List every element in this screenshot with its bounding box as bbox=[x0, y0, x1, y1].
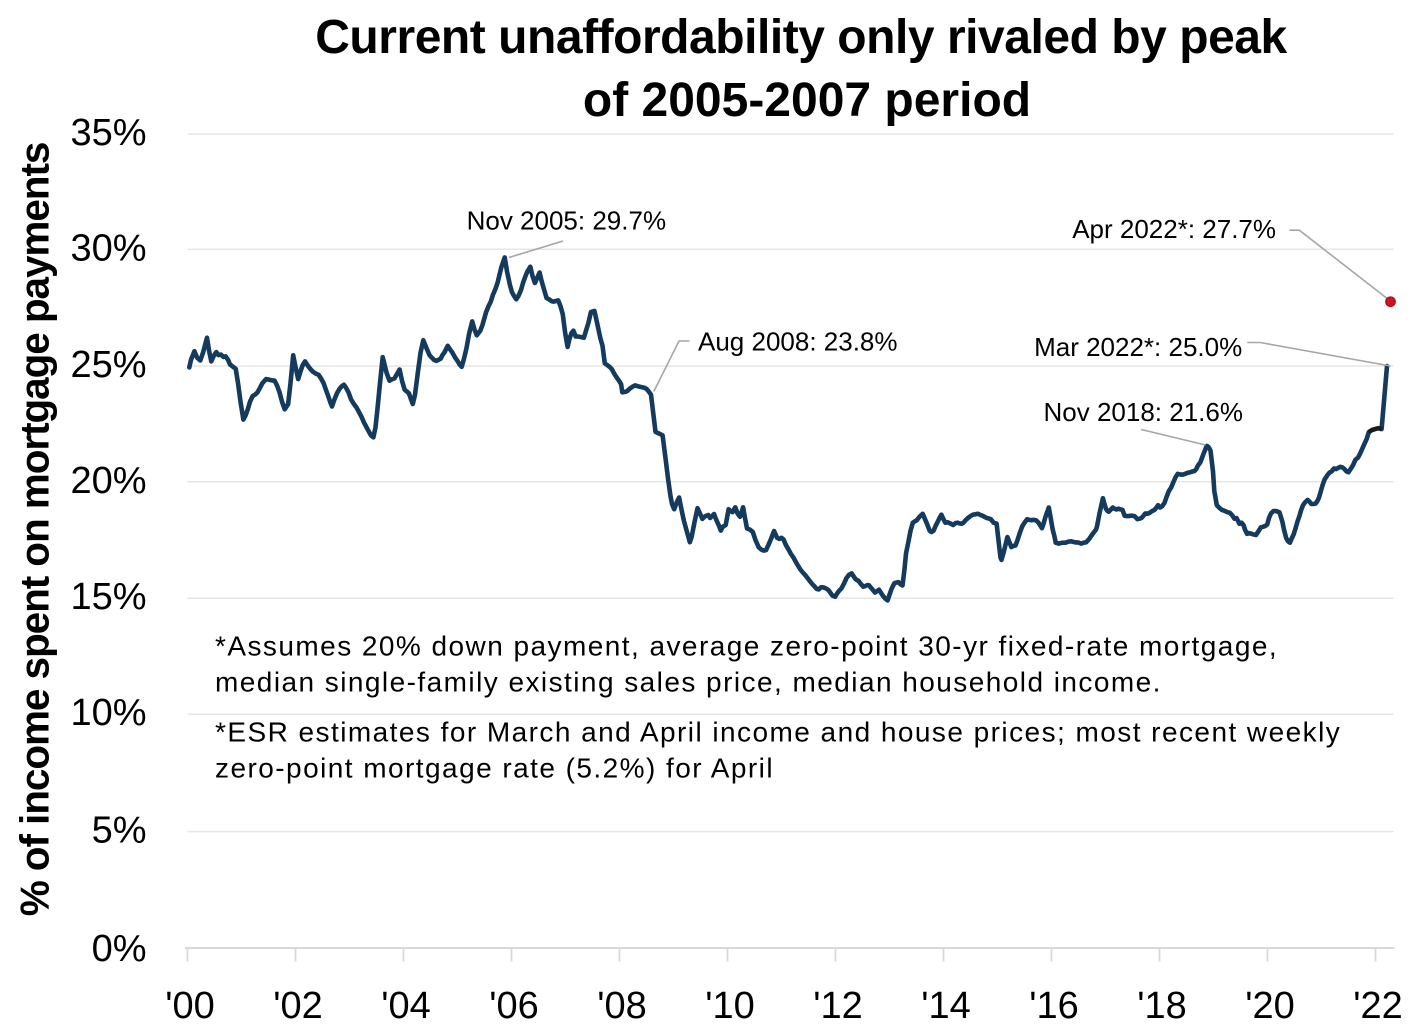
svg-text:'02: '02 bbox=[273, 985, 323, 1027]
svg-text:5%: 5% bbox=[92, 810, 147, 852]
svg-text:15%: 15% bbox=[70, 576, 146, 618]
svg-text:'18: '18 bbox=[1137, 985, 1187, 1027]
svg-text:*ESR estimates for March and A: *ESR estimates for March and April incom… bbox=[215, 717, 1341, 748]
svg-text:'04: '04 bbox=[381, 985, 431, 1027]
svg-text:'00: '00 bbox=[165, 985, 215, 1027]
svg-text:Apr 2022*: 27.7%: Apr 2022*: 27.7% bbox=[1072, 214, 1276, 244]
svg-text:Mar 2022*: 25.0%: Mar 2022*: 25.0% bbox=[1034, 332, 1242, 362]
svg-text:10%: 10% bbox=[70, 692, 146, 734]
svg-text:30%: 30% bbox=[70, 227, 146, 269]
svg-text:Nov 2005: 29.7%: Nov 2005: 29.7% bbox=[467, 206, 666, 236]
svg-text:'12: '12 bbox=[813, 985, 863, 1027]
svg-text:Nov 2018: 21.6%: Nov 2018: 21.6% bbox=[1044, 397, 1243, 427]
svg-text:'20: '20 bbox=[1245, 985, 1295, 1027]
svg-text:'08: '08 bbox=[597, 985, 647, 1027]
svg-text:'16: '16 bbox=[1029, 985, 1079, 1027]
svg-text:20%: 20% bbox=[70, 460, 146, 502]
svg-text:of 2005-2007 period: of 2005-2007 period bbox=[583, 74, 1031, 127]
svg-text:*Assumes 20% down payment, ave: *Assumes 20% down payment, average zero-… bbox=[215, 631, 1278, 662]
svg-text:'22: '22 bbox=[1353, 985, 1403, 1027]
svg-text:'06: '06 bbox=[489, 985, 539, 1027]
svg-text:median single-family existing: median single-family existing sales pric… bbox=[215, 667, 1162, 698]
svg-text:0%: 0% bbox=[92, 928, 147, 970]
svg-text:35%: 35% bbox=[70, 112, 146, 154]
svg-text:zero-point mortgage rate (5.2%: zero-point mortgage rate (5.2%) for Apri… bbox=[215, 753, 774, 784]
svg-text:25%: 25% bbox=[70, 344, 146, 386]
svg-text:% of income spent on mortgage: % of income spent on mortgage payments bbox=[11, 143, 57, 917]
svg-text:Current unaffordability only r: Current unaffordability only rivaled by … bbox=[315, 11, 1287, 64]
svg-text:'10: '10 bbox=[705, 985, 755, 1027]
svg-text:'14: '14 bbox=[921, 985, 971, 1027]
svg-text:Aug 2008: 23.8%: Aug 2008: 23.8% bbox=[698, 327, 898, 357]
